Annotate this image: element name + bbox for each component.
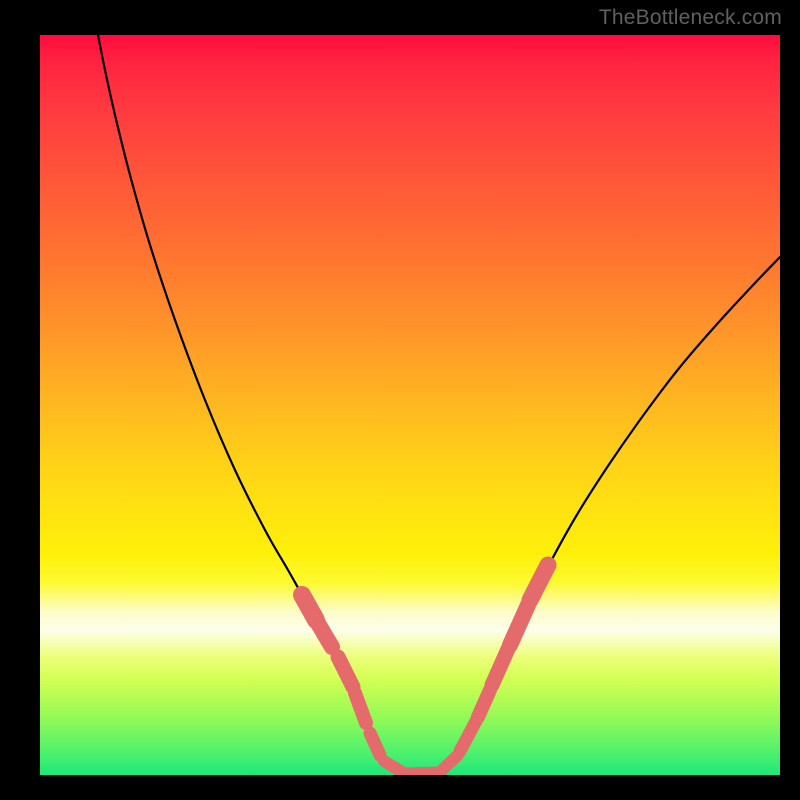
segment-marker [404, 773, 438, 774]
segment-marker [478, 690, 490, 717]
segment-marker [370, 733, 380, 755]
segment-marker [492, 649, 508, 685]
plot-area [40, 35, 780, 775]
segment-marker [355, 693, 366, 723]
segment-marker [338, 657, 353, 687]
segment-marker [316, 620, 332, 647]
segment-marker [442, 755, 458, 770]
curve-svg [40, 35, 780, 775]
segment-marker [460, 721, 476, 751]
watermark-text: TheBottleneck.com [599, 6, 782, 30]
segment-markers [302, 565, 548, 774]
v-curve [98, 35, 780, 774]
segment-marker [510, 605, 528, 645]
segment-marker [530, 565, 548, 600]
